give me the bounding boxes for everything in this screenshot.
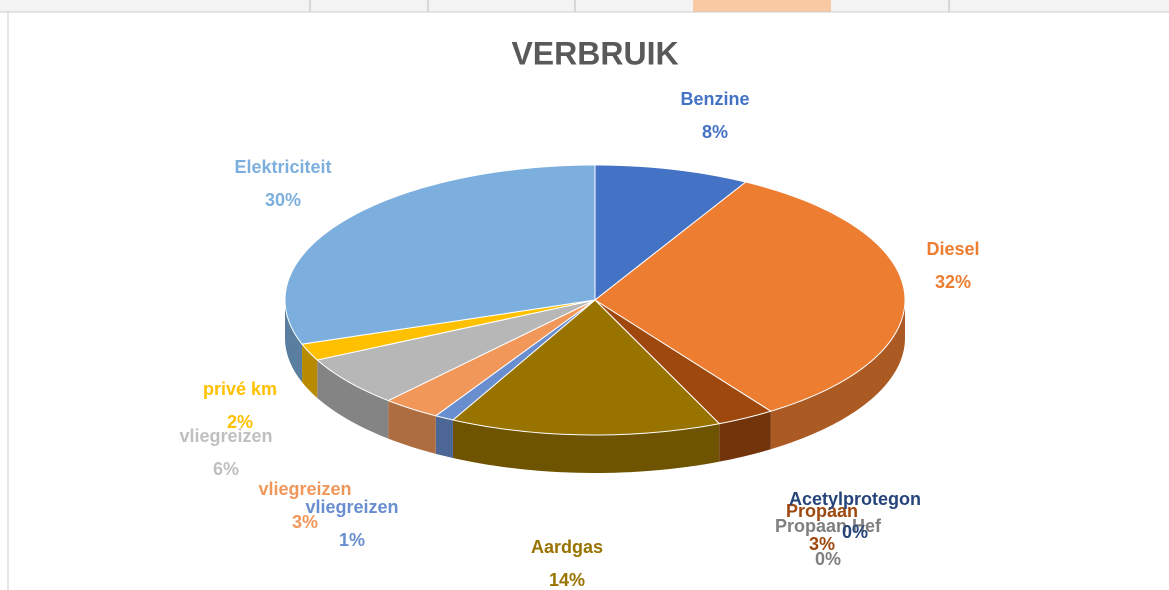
slice-value: 3%: [809, 534, 835, 554]
slice-label: vliegreizen: [305, 497, 398, 517]
slice-value: 8%: [702, 122, 728, 142]
slice-value: 2%: [227, 412, 253, 432]
slice: [451, 299, 721, 436]
slice-value: 0%: [815, 549, 841, 569]
slice-label: Propaan Hef: [775, 516, 882, 536]
slice-value: 32%: [935, 272, 971, 292]
slice-label: Propaan: [786, 501, 858, 521]
slice: [316, 299, 596, 402]
slice-value: 14%: [549, 570, 585, 590]
slice-label: Elektriciteit: [234, 157, 331, 177]
slice-label: Diesel: [926, 239, 979, 259]
slice-side: [317, 359, 389, 439]
slice-side: [388, 400, 436, 454]
slice-side: [770, 300, 905, 450]
slice-label: Acetylprotegon: [789, 489, 921, 509]
slice-value: 6%: [213, 459, 239, 479]
slice-value: 1%: [339, 530, 365, 550]
slice-label: Aardgas: [531, 537, 603, 557]
slice: [284, 164, 596, 345]
slice-side: [435, 415, 453, 458]
slice-label: vliegreizen: [258, 479, 351, 499]
slice-value: 0%: [842, 522, 868, 542]
slice: [594, 299, 772, 425]
slice-label: Benzine: [680, 89, 749, 109]
slice-value: 3%: [292, 512, 318, 532]
slice-side: [719, 411, 771, 462]
slice-side: [302, 344, 318, 398]
slice: [594, 164, 747, 302]
header-selected: [693, 0, 831, 12]
slice: [594, 181, 906, 412]
slice-side: [285, 300, 303, 383]
slice-label: privé km: [203, 379, 277, 399]
header-strip: [0, 0, 1169, 12]
slice: [301, 299, 596, 361]
slice-label: vliegreizen: [179, 426, 272, 446]
chart-title: VERBRUIK: [511, 35, 678, 71]
slice-side: [452, 419, 720, 473]
slice-value: 30%: [265, 190, 301, 210]
slice: [387, 299, 596, 417]
